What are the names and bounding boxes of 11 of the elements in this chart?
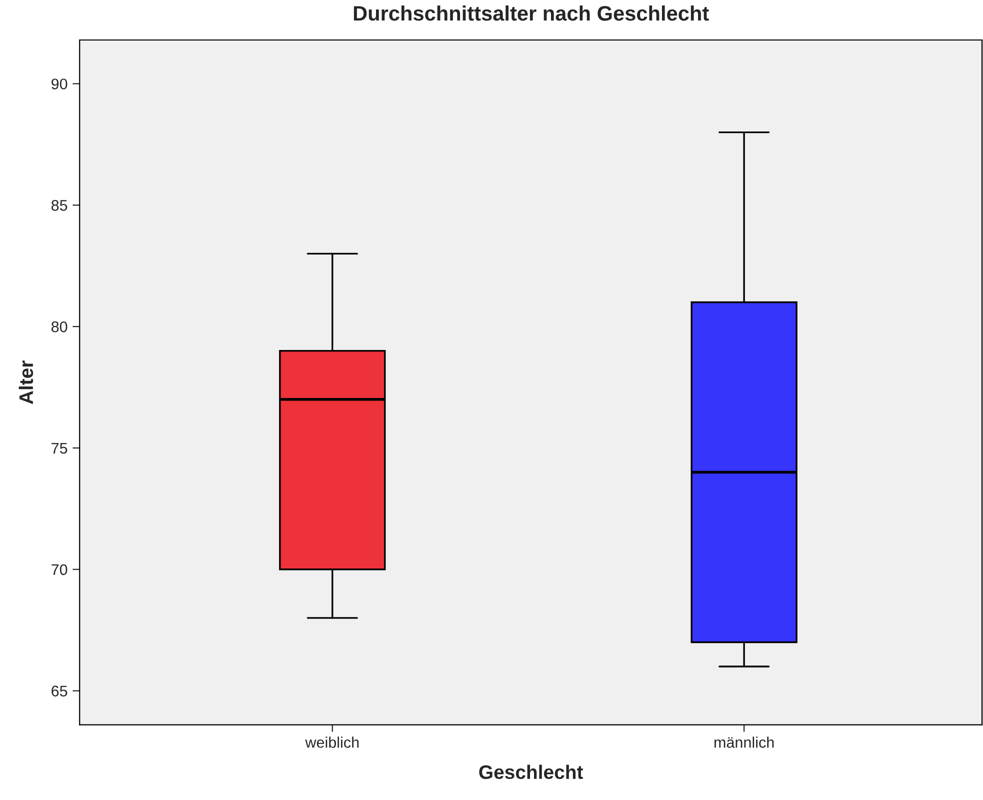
x-axis-title: Geschlecht — [479, 764, 583, 780]
y-tick-label: 80 — [51, 321, 68, 332]
y-tick-label: 90 — [52, 78, 68, 90]
y-tick-label: 70 — [52, 564, 68, 576]
x-tick-label: weiblich — [305, 736, 359, 748]
y-tick-label: 75 — [52, 442, 68, 454]
y-tick-label: 85 — [51, 200, 68, 211]
chart-title: Durchschnittsalter nach Geschlecht — [354, 5, 709, 21]
x-tick-label: männlich — [714, 736, 774, 748]
y-tick-label: 65 — [52, 686, 68, 696]
y-axis-title: Alter — [18, 360, 34, 404]
